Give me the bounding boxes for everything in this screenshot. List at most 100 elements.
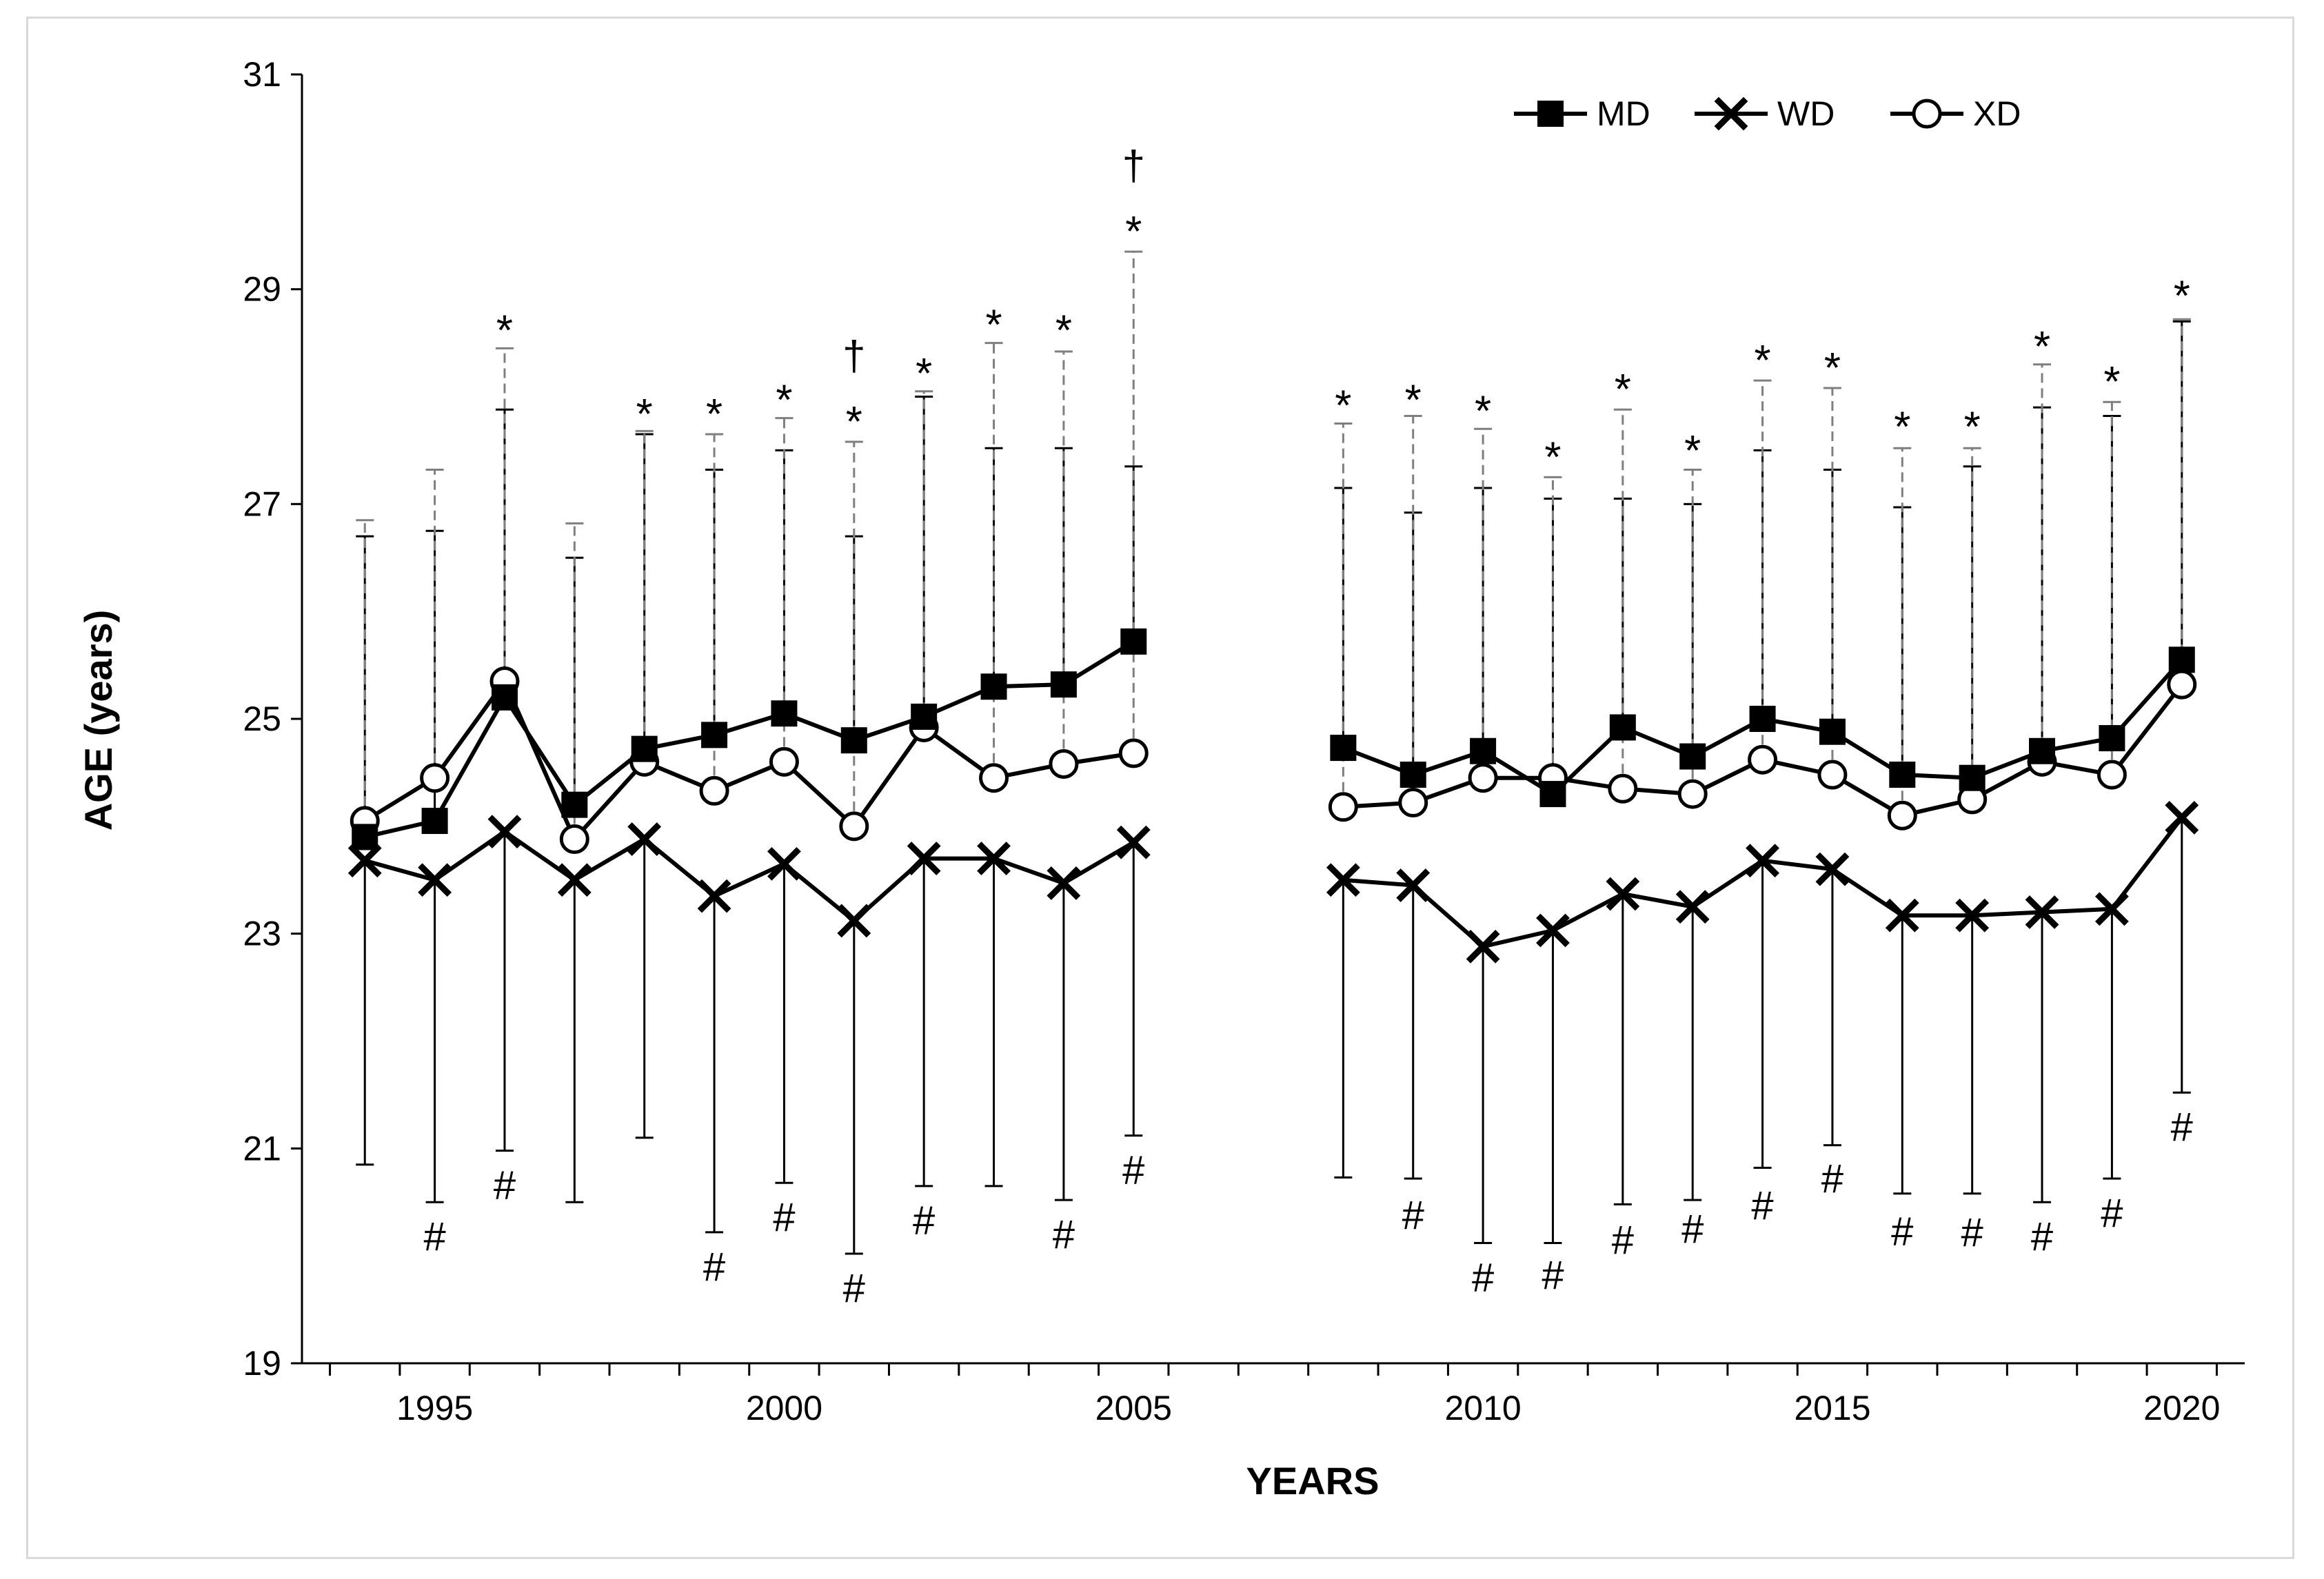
annotation-hash-2001: # <box>843 1266 865 1311</box>
point-xd-1995 <box>420 763 450 793</box>
annotation-star-2003: * <box>985 302 1002 349</box>
point-wd-2008 <box>1326 863 1360 897</box>
annotation-star-2008: * <box>1335 383 1351 430</box>
point-wd-2011-stroke-b <box>1536 913 1570 948</box>
point-wd-2020-stroke-b <box>2165 800 2199 835</box>
data-markers <box>347 628 2199 964</box>
point-xd-2000 <box>769 746 799 777</box>
annotation-star-2005: * <box>1125 208 1142 256</box>
point-md-2012 <box>1609 714 1636 741</box>
annotation-hash-2005: # <box>1122 1148 1144 1193</box>
point-wd-2014 <box>1746 844 1779 878</box>
point-wd-2004-stroke-b <box>1047 866 1081 900</box>
annotation-dagger-2005: † <box>1122 142 1145 188</box>
y-tick-label-29: 29 <box>243 270 281 309</box>
point-xd-2005 <box>1118 738 1149 768</box>
legend-marker-wd-stroke-b <box>1714 96 1748 131</box>
point-xd-2010 <box>1468 763 1498 793</box>
point-wd-2008-stroke-b <box>1326 863 1360 897</box>
point-wd-2015 <box>1815 852 1850 886</box>
annotation-star-2010: * <box>1475 387 1491 435</box>
chart-frame <box>26 17 2294 1559</box>
point-md-2004 <box>1050 671 1077 698</box>
point-wd-2019-stroke-b <box>2094 892 2129 926</box>
point-wd-1997 <box>557 863 592 897</box>
point-wd-2000 <box>767 846 801 881</box>
y-axis-title: AGE (years) <box>77 610 120 831</box>
point-wd-1996 <box>487 815 522 849</box>
point-wd-2003-stroke-b <box>977 842 1011 875</box>
annotation-hash-2017: # <box>1961 1210 1983 1255</box>
x-tick-label-2005: 2005 <box>1095 1389 1172 1427</box>
point-xd-2008 <box>1328 792 1358 822</box>
point-xd-2009 <box>1398 788 1428 818</box>
legend-label-wd: WD <box>1777 94 1835 133</box>
point-wd-2003 <box>977 842 1011 875</box>
annotation-hash-2013: # <box>1681 1207 1704 1252</box>
series-line-wd <box>364 816 2184 949</box>
point-wd-2001-stroke-b <box>837 904 871 938</box>
point-xd-2019 <box>2096 760 2127 790</box>
point-xd-2003 <box>979 763 1009 793</box>
annotation-star-2020: * <box>2174 273 2190 320</box>
point-xd-2014 <box>1748 744 1778 775</box>
point-md-2018 <box>2029 737 2056 764</box>
annotation-star-2017: * <box>1964 404 1981 451</box>
point-wd-1998-stroke-b <box>627 822 662 856</box>
point-wd-2017 <box>1955 898 1990 933</box>
annotation-star-2000: * <box>776 377 792 425</box>
point-md-2014 <box>1749 706 1776 732</box>
legend-item-md: MD <box>1514 94 1650 133</box>
annotation-hash-1999: # <box>703 1245 725 1290</box>
point-wd-1994-stroke-b <box>347 844 382 878</box>
axes: 19 21 23 25 27 29 31 1995 2000 2005 2010 2015 2020 <box>243 55 2245 1427</box>
point-wd-2011 <box>1536 913 1570 948</box>
point-md-1995 <box>421 808 448 835</box>
point-wd-2017-stroke-b <box>1955 898 1990 933</box>
point-wd-2016-stroke-b <box>1885 898 1919 933</box>
point-xd-2020 <box>2167 669 2197 700</box>
point-md-2013 <box>1679 743 1706 770</box>
annotation-star-2018: * <box>2034 323 2050 371</box>
annotation-hash-2000: # <box>773 1195 795 1240</box>
annotation-hash-1996: # <box>494 1163 516 1208</box>
point-md-2017 <box>1959 764 1985 791</box>
point-xd-1997 <box>559 824 589 855</box>
annotation-star-2004: * <box>1055 307 1072 354</box>
point-wd-2013 <box>1675 890 1710 924</box>
point-wd-2010 <box>1466 929 1500 964</box>
point-wd-2015-stroke-b <box>1815 852 1850 886</box>
annotation-hash-2015: # <box>1821 1157 1843 1201</box>
point-wd-2013-stroke-b <box>1675 890 1710 924</box>
y-tick-label-21: 21 <box>243 1129 281 1168</box>
x-tick-label-2010: 2010 <box>1444 1389 1521 1427</box>
point-wd-1998 <box>627 822 662 856</box>
annotation-star-2015: * <box>1824 345 1841 392</box>
point-wd-2000-stroke-b <box>767 846 801 881</box>
point-wd-2014-stroke-b <box>1746 844 1779 878</box>
point-xd-2016 <box>1887 800 1917 831</box>
legend-label-md: MD <box>1597 94 1650 133</box>
point-wd-2009 <box>1396 868 1431 902</box>
annotation-star-2013: * <box>1684 427 1701 475</box>
annotation-star-2012: * <box>1615 366 1631 414</box>
annotation-hash-2016: # <box>1891 1209 1913 1254</box>
point-md-2011 <box>1539 781 1566 808</box>
point-md-2016 <box>1889 762 1916 788</box>
significance-annotations: # # # # # # # # # # # # # # # # # # # # * * * * * * * * * * * * * * * * * * * *… <box>423 142 2192 1310</box>
point-md-2019 <box>2099 725 2125 752</box>
point-wd-1995 <box>418 863 452 897</box>
annotation-hash-2018: # <box>2031 1214 2053 1259</box>
annotation-star-2002: * <box>916 350 932 398</box>
point-wd-2020 <box>2165 800 2199 835</box>
legend-item-wd: WD <box>1695 94 1835 133</box>
point-md-2000 <box>771 700 798 727</box>
annotation-star-2001: * <box>846 398 862 446</box>
point-wd-1995-stroke-b <box>418 863 452 897</box>
annotation-star-2011: * <box>1544 434 1561 481</box>
annotation-hash-2010: # <box>1472 1255 1494 1300</box>
x-tick-label-2020: 2020 <box>2143 1389 2220 1427</box>
legend-marker-wd <box>1714 96 1748 131</box>
y-tick-label-23: 23 <box>243 915 281 953</box>
